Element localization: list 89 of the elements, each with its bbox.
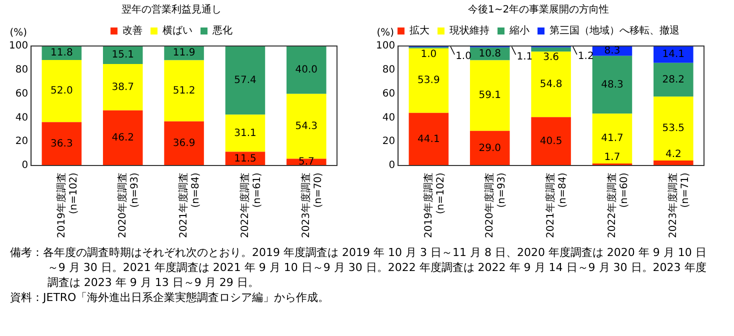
y-axis-title: (%) bbox=[376, 28, 394, 39]
y-tick-label: 100 bbox=[8, 40, 28, 52]
data-label: 1.7 bbox=[604, 152, 620, 164]
x-tick-label: 2021年度調査 (n=84) bbox=[544, 172, 569, 238]
data-label: 54.8 bbox=[540, 78, 562, 90]
x-tick-label: 2022年度調査 (n=60) bbox=[606, 172, 630, 238]
x-tick-label: 2019年度調査 (n=102) bbox=[55, 172, 80, 238]
data-label: 41.7 bbox=[601, 133, 624, 144]
bar bbox=[42, 122, 82, 166]
bar bbox=[470, 130, 510, 166]
x-tick-label: 2020年度調査 (n=93) bbox=[483, 172, 508, 238]
data-label: 46.2 bbox=[112, 132, 134, 144]
data-label: 28.2 bbox=[662, 74, 685, 86]
data-label: 52.0 bbox=[50, 86, 73, 97]
data-label: 11.9 bbox=[172, 48, 196, 59]
data-label: 57.4 bbox=[234, 74, 256, 86]
y-tick-label: 0 bbox=[22, 160, 28, 172]
y-tick-label: 0 bbox=[388, 160, 396, 172]
legend-label: 改善 bbox=[122, 24, 142, 37]
bar bbox=[654, 62, 694, 97]
bar bbox=[654, 160, 694, 166]
y-tick-label: 40 bbox=[15, 112, 28, 124]
data-label: 14.1 bbox=[662, 49, 685, 60]
data-label: 10.8 bbox=[478, 48, 501, 60]
bar bbox=[286, 94, 326, 159]
data-label: 53.9 bbox=[418, 75, 440, 86]
data-label: 40.5 bbox=[540, 136, 562, 147]
data-label: 36.9 bbox=[172, 138, 196, 150]
legend-label: 拡大 bbox=[410, 24, 430, 37]
data-label: 54.3 bbox=[295, 120, 318, 132]
y-tick-label: 40 bbox=[382, 112, 396, 124]
legend-label: 横ばい bbox=[162, 24, 192, 37]
data-label: 11.5 bbox=[234, 153, 256, 164]
x-tick-label: 2023年度調査 (n=70) bbox=[300, 172, 324, 238]
bar bbox=[225, 46, 266, 115]
bar bbox=[408, 48, 449, 113]
bar bbox=[225, 114, 266, 152]
legend-label: 悪化 bbox=[212, 24, 232, 37]
bar bbox=[102, 64, 143, 110]
x-tick-label: 2020年度調査 (n=93) bbox=[116, 172, 140, 238]
data-label: 48.3 bbox=[601, 79, 624, 90]
bar bbox=[592, 56, 632, 114]
data-label: 31.1 bbox=[234, 128, 256, 139]
text: 資料：JETRO「海外進出日系企業実態調査ロシア編」から作成。 bbox=[10, 290, 330, 305]
bar bbox=[42, 60, 82, 122]
y-tick-label: 80 bbox=[382, 64, 396, 76]
x-tick-label: 2023年度調査 (n=71) bbox=[667, 172, 691, 238]
data-label: 15.1 bbox=[112, 50, 134, 61]
x-tick-label: 2022年度調査 (n=61) bbox=[238, 172, 263, 238]
chart-title: 翌年の営業利益見通し bbox=[122, 4, 222, 16]
data-label: 51.2 bbox=[172, 85, 196, 96]
bar bbox=[531, 117, 571, 166]
y-tick-label: 20 bbox=[15, 136, 28, 148]
bar bbox=[164, 121, 204, 166]
text: 備考：各年度の調査時期はそれぞれ次のとおり。2019 年度調査は 2019 年 10 月 3 日～11 月 8 日、2020 年度調査は 2020 年 9 月 10 日～9 月 30 日。2021 年度調査は 2021 年 9 月 10 日～9 月 30 日。2022 年度調査は 2022 年 9 月 14 日～9 月 30 日。2023 年度調査は 2023 年 9 月 13 日～9 月 29 日。 bbox=[10, 245, 708, 290]
data-label: 36.3 bbox=[50, 138, 73, 150]
bar bbox=[408, 112, 449, 166]
data-label: 5.7 bbox=[298, 156, 314, 168]
data-label: 44.1 bbox=[418, 134, 440, 145]
bar bbox=[470, 60, 510, 131]
data-label: 38.7 bbox=[112, 82, 134, 93]
y-tick-label: 100 bbox=[376, 40, 396, 52]
legend-label: 現状維持 bbox=[450, 24, 490, 37]
y-tick-label: 20 bbox=[382, 136, 396, 148]
data-label: 59.1 bbox=[478, 90, 501, 102]
y-tick-label: 80 bbox=[15, 64, 28, 76]
data-label: 4.2 bbox=[665, 149, 682, 160]
data-label: 11.8 bbox=[50, 48, 73, 59]
bar bbox=[531, 52, 571, 118]
data-label: 3.6 bbox=[543, 52, 559, 64]
bar bbox=[592, 114, 632, 164]
data-label: 29.0 bbox=[478, 142, 501, 154]
bar bbox=[102, 110, 143, 166]
y-tick-label: 60 bbox=[382, 88, 396, 100]
x-tick-label: 2019年度調査 (n=102) bbox=[422, 172, 446, 238]
y-tick-label: 60 bbox=[15, 88, 28, 100]
data-label: 53.5 bbox=[662, 123, 685, 134]
bar bbox=[654, 46, 694, 63]
bar bbox=[164, 60, 204, 122]
legend-label: 縮小 bbox=[508, 24, 530, 37]
bar bbox=[531, 47, 571, 52]
data-label: 1.0 bbox=[420, 48, 437, 60]
bar bbox=[654, 96, 694, 161]
y-axis-title: (%) bbox=[10, 28, 28, 39]
data-label: 40.0 bbox=[295, 64, 318, 76]
chart-title: 今後1~2年の事業展開の方向性 bbox=[468, 4, 610, 16]
bar bbox=[286, 46, 326, 94]
x-tick-label: 2021年度調査 (n=84) bbox=[178, 172, 202, 238]
legend-label: 第三国（地域）へ移転、撤退 bbox=[550, 24, 680, 37]
